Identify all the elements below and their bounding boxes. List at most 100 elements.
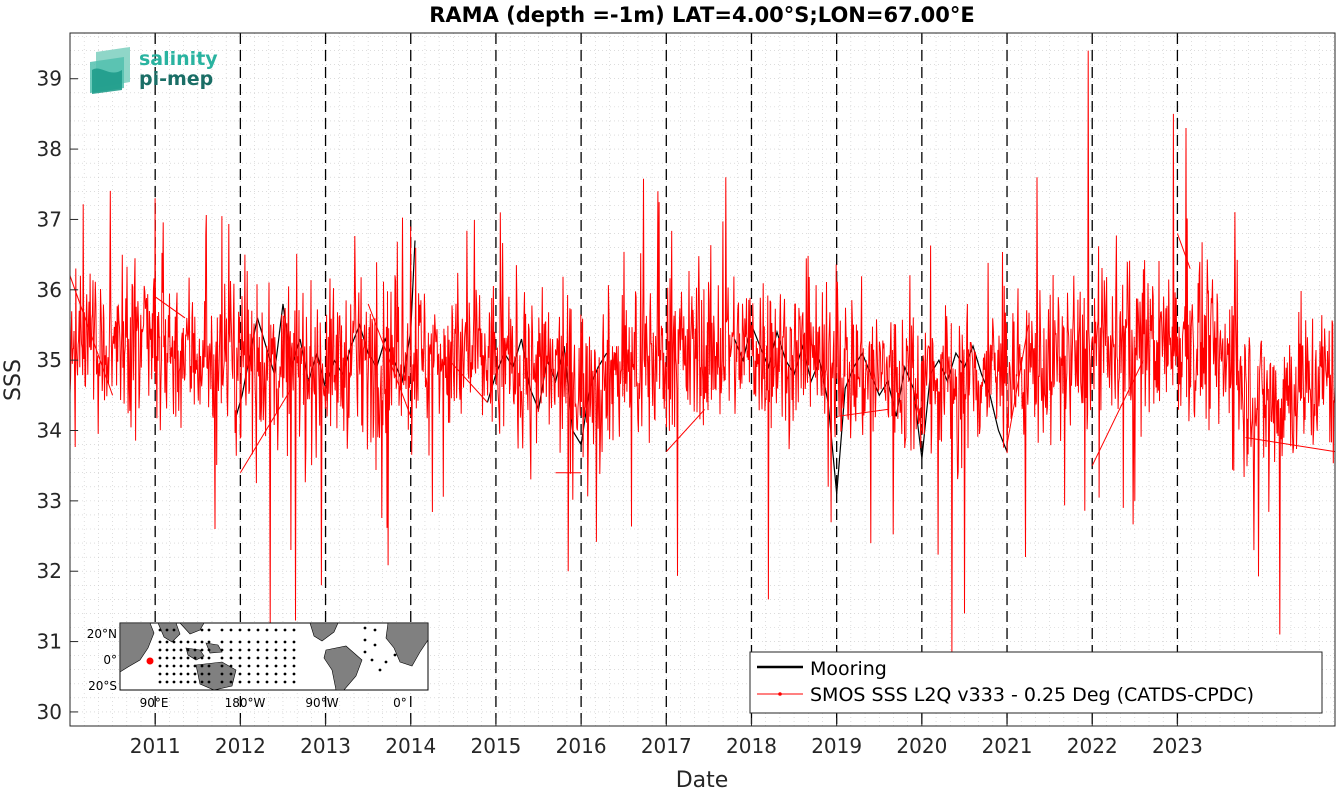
logo-text-pimep: pi-mep xyxy=(139,68,213,90)
plot-frame xyxy=(69,32,1336,727)
inset-buoy-dot xyxy=(207,664,211,668)
inset-buoy-dot xyxy=(179,648,183,652)
inset-lat-20n: 20°N xyxy=(87,627,117,641)
inset-buoy-dot xyxy=(207,640,211,644)
inset-buoy-dot xyxy=(200,680,204,684)
inset-buoy-dot xyxy=(172,672,176,676)
inset-buoy-dot xyxy=(165,656,169,660)
inset-buoy-dot xyxy=(207,680,211,684)
inset-buoy-dot xyxy=(274,628,278,632)
x-tick-label: 2013 xyxy=(300,734,351,758)
smos-gap-segment xyxy=(1245,437,1335,453)
chart-title: RAMA (depth =-1m) LAT=4.00°S;LON=67.00°E xyxy=(429,3,975,27)
inset-buoy-dot xyxy=(200,656,204,660)
inset-buoy-dot xyxy=(247,628,251,632)
inset-lon-0: 0° xyxy=(393,696,407,710)
y-tick-label: 39 xyxy=(37,67,62,91)
logo-text-salinity: salinity xyxy=(139,48,218,70)
inset-map: 20°N 0° 20°S 90°E 180°W 90°W 0° xyxy=(87,622,429,710)
inset-buoy-dot xyxy=(265,680,269,684)
y-axis: 30 31 32 33 34 35 36 37 38 39 xyxy=(37,67,78,724)
inset-buoy-dot xyxy=(256,648,260,652)
inset-buoy-dot xyxy=(207,656,211,660)
inset-buoy-dot xyxy=(207,672,211,676)
smos-gap-segment xyxy=(836,408,888,417)
inset-buoy-dot xyxy=(363,638,367,642)
x-tick-label: 2015 xyxy=(470,734,521,758)
inset-buoy-dot xyxy=(200,672,204,676)
inset-buoy-dot xyxy=(200,648,204,652)
inset-buoy-dot xyxy=(193,672,197,676)
inset-buoy-dot xyxy=(186,672,190,676)
x-tick-label: 2022 xyxy=(1067,734,1118,758)
inset-buoy-dot xyxy=(274,656,278,660)
inset-buoy-dot xyxy=(265,628,269,632)
y-tick-label: 37 xyxy=(37,207,62,231)
inset-buoy-dot xyxy=(393,653,397,657)
inset-lon-180w: 180°W xyxy=(225,696,266,710)
inset-buoy-dot xyxy=(172,664,176,668)
smos-gap-segment xyxy=(1176,233,1191,269)
inset-lon-90w: 90°W xyxy=(305,696,338,710)
x-tick-label: 2023 xyxy=(1152,734,1203,758)
inset-buoy-dot xyxy=(220,656,224,660)
inset-buoy-dot xyxy=(158,640,162,644)
inset-buoy-dot xyxy=(292,640,296,644)
inset-buoy-dot xyxy=(363,626,367,630)
inset-map-buoys xyxy=(158,626,397,684)
inset-buoy-dot xyxy=(229,656,233,660)
smos-gap-segment xyxy=(1091,359,1144,466)
inset-buoy-dot xyxy=(283,648,287,652)
inset-buoy-dot xyxy=(220,648,224,652)
inset-buoy-dot xyxy=(384,660,388,664)
x-axis-label: Date xyxy=(676,768,729,790)
inset-buoy-dot xyxy=(179,656,183,660)
inset-buoy-dot xyxy=(158,680,162,684)
inset-buoy-dot xyxy=(220,664,224,668)
x-tick-label: 2021 xyxy=(982,734,1033,758)
inset-buoy-dot xyxy=(238,628,242,632)
inset-buoy-dot xyxy=(229,628,233,632)
logo: salinity pi-mep xyxy=(90,47,218,94)
y-tick-label: 30 xyxy=(37,700,62,724)
inset-buoy-dot xyxy=(283,672,287,676)
inset-buoy-dot xyxy=(265,640,269,644)
x-tick-label: 2011 xyxy=(130,734,181,758)
inset-buoy-dot xyxy=(265,656,269,660)
y-tick-label: 35 xyxy=(37,348,62,372)
inset-buoy-dot xyxy=(172,628,176,632)
inset-buoy-dot xyxy=(158,664,162,668)
smos-gap-segment xyxy=(665,409,705,452)
inset-buoy-dot xyxy=(165,680,169,684)
inset-buoy-dot xyxy=(220,672,224,676)
inset-buoy-dot xyxy=(265,664,269,668)
inset-buoy-dot xyxy=(373,643,377,647)
inset-buoy-dot xyxy=(229,640,233,644)
inset-buoy-dot xyxy=(363,650,367,654)
smos-gap-segment xyxy=(154,296,186,319)
smos-gap-segment xyxy=(912,388,923,431)
inset-buoy-dot xyxy=(158,628,162,632)
smos-gap-segment xyxy=(367,303,412,417)
inset-buoy-dot xyxy=(229,680,233,684)
x-tick-label: 2019 xyxy=(811,734,862,758)
smos-gap-segment xyxy=(239,388,292,473)
inset-buoy-dot xyxy=(165,672,169,676)
inset-buoy-dot xyxy=(256,628,260,632)
inset-buoy-dot xyxy=(256,680,260,684)
y-tick-label: 36 xyxy=(37,278,62,302)
inset-buoy-dot xyxy=(274,640,278,644)
inset-buoy-dot xyxy=(172,680,176,684)
inset-buoy-dot xyxy=(238,648,242,652)
inset-buoy-dot xyxy=(247,648,251,652)
legend: Mooring SMOS SSS L2Q v333 - 0.25 Deg (CA… xyxy=(749,651,1323,714)
inset-buoy-dot xyxy=(265,672,269,676)
inset-buoy-dot xyxy=(283,680,287,684)
x-axis: 2011 2012 2013 2014 2015 2016 2017 2018 2019 2020… xyxy=(130,718,1203,758)
legend-swatch-smos-marker xyxy=(778,692,782,696)
inset-buoy-dot xyxy=(247,664,251,668)
inset-buoy-dot xyxy=(193,648,197,652)
y-axis-label: SSS xyxy=(1,359,26,401)
inset-buoy-dot xyxy=(193,664,197,668)
